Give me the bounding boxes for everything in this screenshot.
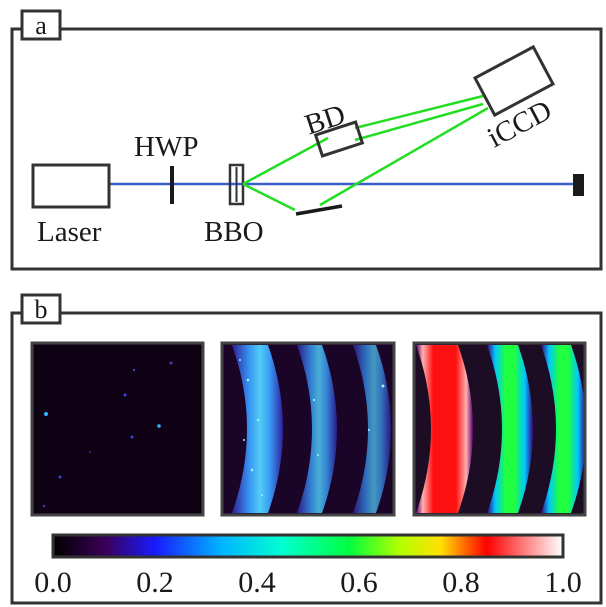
panel-a-tag: a: [35, 11, 47, 40]
camera-image-2: [220, 341, 396, 517]
colorbar-tick-label: 0.4: [238, 566, 276, 599]
colorbar: [51, 533, 565, 559]
iccd-camera: [472, 44, 556, 118]
bd-label: BD: [301, 99, 349, 142]
beam-displacer: [313, 120, 365, 158]
panel-b-tag: b: [35, 295, 48, 324]
colorbar-tick-label: 0.2: [136, 566, 174, 599]
panel-a: a Laser HWP BBO BD iCCD: [10, 9, 603, 271]
colorbar-tick-label: 0.8: [442, 566, 480, 599]
panel-b-frame: [10, 311, 603, 605]
hwp-label: HWP: [134, 131, 198, 163]
colorbar-tick-label: 0.6: [340, 566, 378, 599]
photon-paths: [242, 94, 489, 212]
camera-image-1: [30, 341, 205, 517]
panel-b-tag-box: [20, 293, 62, 325]
panel-a-frame: [10, 27, 603, 271]
colorbar-tick-label: 0.0: [34, 566, 72, 599]
colorbar-tick-label: 1.0: [544, 566, 582, 599]
laser-label: Laser: [37, 216, 102, 248]
laser-box: [31, 163, 111, 209]
panel-a-tag-box: [20, 9, 62, 41]
bbo-label: BBO: [204, 216, 264, 248]
mirror: [295, 204, 343, 216]
colorbar-ticks: 0.0 0.2 0.4 0.6 0.8 1.0: [34, 566, 582, 599]
panel-b: b: [10, 293, 603, 605]
beam-dump: [573, 174, 584, 196]
camera-image-3: [412, 341, 587, 517]
